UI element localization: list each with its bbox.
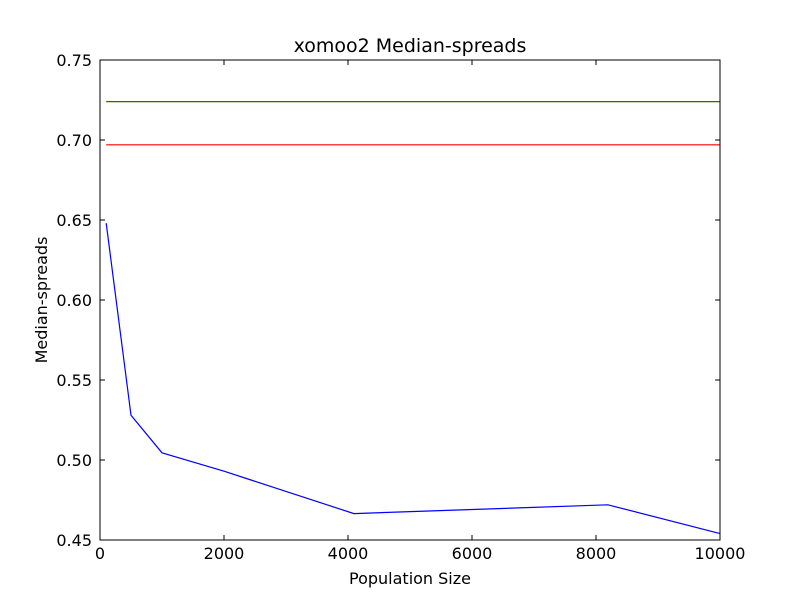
x-tick-label-0: 0 (95, 544, 105, 563)
series-layer (105, 100, 721, 535)
x-axis-label: Population Size (349, 569, 471, 588)
x-tick-label-5: 10000 (695, 544, 746, 563)
y-tick-label-5: 0.70 (56, 131, 92, 150)
ticks-layer: 0 2000 4000 6000 8000 10000 0.45 0.50 0.55 0.60 0.… (56, 51, 745, 563)
y-tick-label-3: 0.60 (56, 291, 92, 310)
y-tick-label-1: 0.50 (56, 451, 92, 470)
y-tick-label-2: 0.55 (56, 371, 92, 390)
y-tick-label-4: 0.65 (56, 211, 92, 230)
y-axis-label: Median-spreads (32, 237, 51, 364)
x-tick-label-1: 2000 (204, 544, 245, 563)
chart-title: xomoo2 Median-spreads (294, 35, 527, 57)
x-tick-label-3: 6000 (452, 544, 493, 563)
series-line-1 (105, 223, 721, 535)
y-tick-label-0: 0.45 (56, 531, 92, 550)
x-tick-label-4: 8000 (576, 544, 617, 563)
y-tick-label-6: 0.75 (56, 51, 92, 70)
plot-area-frame (99, 59, 721, 541)
x-tick-label-2: 4000 (328, 544, 369, 563)
